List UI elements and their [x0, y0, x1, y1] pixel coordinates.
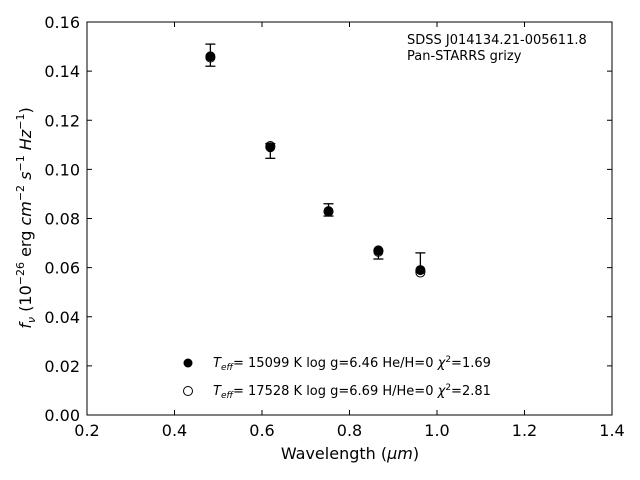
x-tick-label: 1.2: [512, 421, 537, 440]
point-model-1: [415, 265, 426, 276]
annotation-line-2: Pan-STARRS grizy: [407, 49, 522, 64]
point-model-2: [323, 206, 334, 217]
axis-ticks: 0.2 0.4 0.6 0.8 1.0 1.2 1.4 0.00 0.02 0.04 0.06 0.0…: [44, 13, 624, 440]
y-tick-label: 0.04: [44, 308, 80, 327]
legend-entry-1: Teff= 15099 K log g=6.46 He/H=0 χ2=1.69: [213, 355, 491, 373]
data-markers: [205, 51, 426, 278]
y-axis-label: fν (10−26 erg cm−2 s−1 Hz−1): [14, 107, 38, 328]
x-axis-label: Wavelength (μm): [281, 444, 419, 463]
y-tick-label: 0.16: [44, 13, 80, 32]
point-model-2: [205, 52, 216, 63]
legend-entry-2: Teff= 17528 K log g=6.69 H/He=0 χ2=2.81: [213, 383, 491, 401]
annotation-line-1: SDSS J014134.21-005611.8: [407, 33, 587, 48]
error-bars: [205, 43, 426, 272]
x-tick-label: 0.4: [162, 421, 187, 440]
x-tick-label: 1.0: [424, 421, 449, 440]
x-tick-label: 1.4: [599, 421, 624, 440]
point-model-2: [373, 246, 384, 257]
y-tick-label: 0.12: [44, 111, 80, 130]
y-tick-label: 0.00: [44, 406, 80, 425]
legend-marker-filled: [183, 358, 193, 368]
x-tick-label: 0.2: [74, 421, 99, 440]
y-tick-label: 0.06: [44, 259, 80, 278]
x-tick-label: 0.8: [337, 421, 362, 440]
legend: Teff= 15099 K log g=6.46 He/H=0 χ2=1.69 …: [183, 355, 491, 401]
y-tick-label: 0.10: [44, 160, 80, 179]
y-tick-label: 0.14: [44, 62, 80, 81]
y-tick-label: 0.02: [44, 357, 80, 376]
y-tick-label: 0.08: [44, 210, 80, 229]
legend-marker-open: [183, 386, 193, 396]
point-model-2: [415, 267, 426, 278]
x-tick-label: 0.6: [249, 421, 274, 440]
point-model-2: [265, 141, 276, 152]
